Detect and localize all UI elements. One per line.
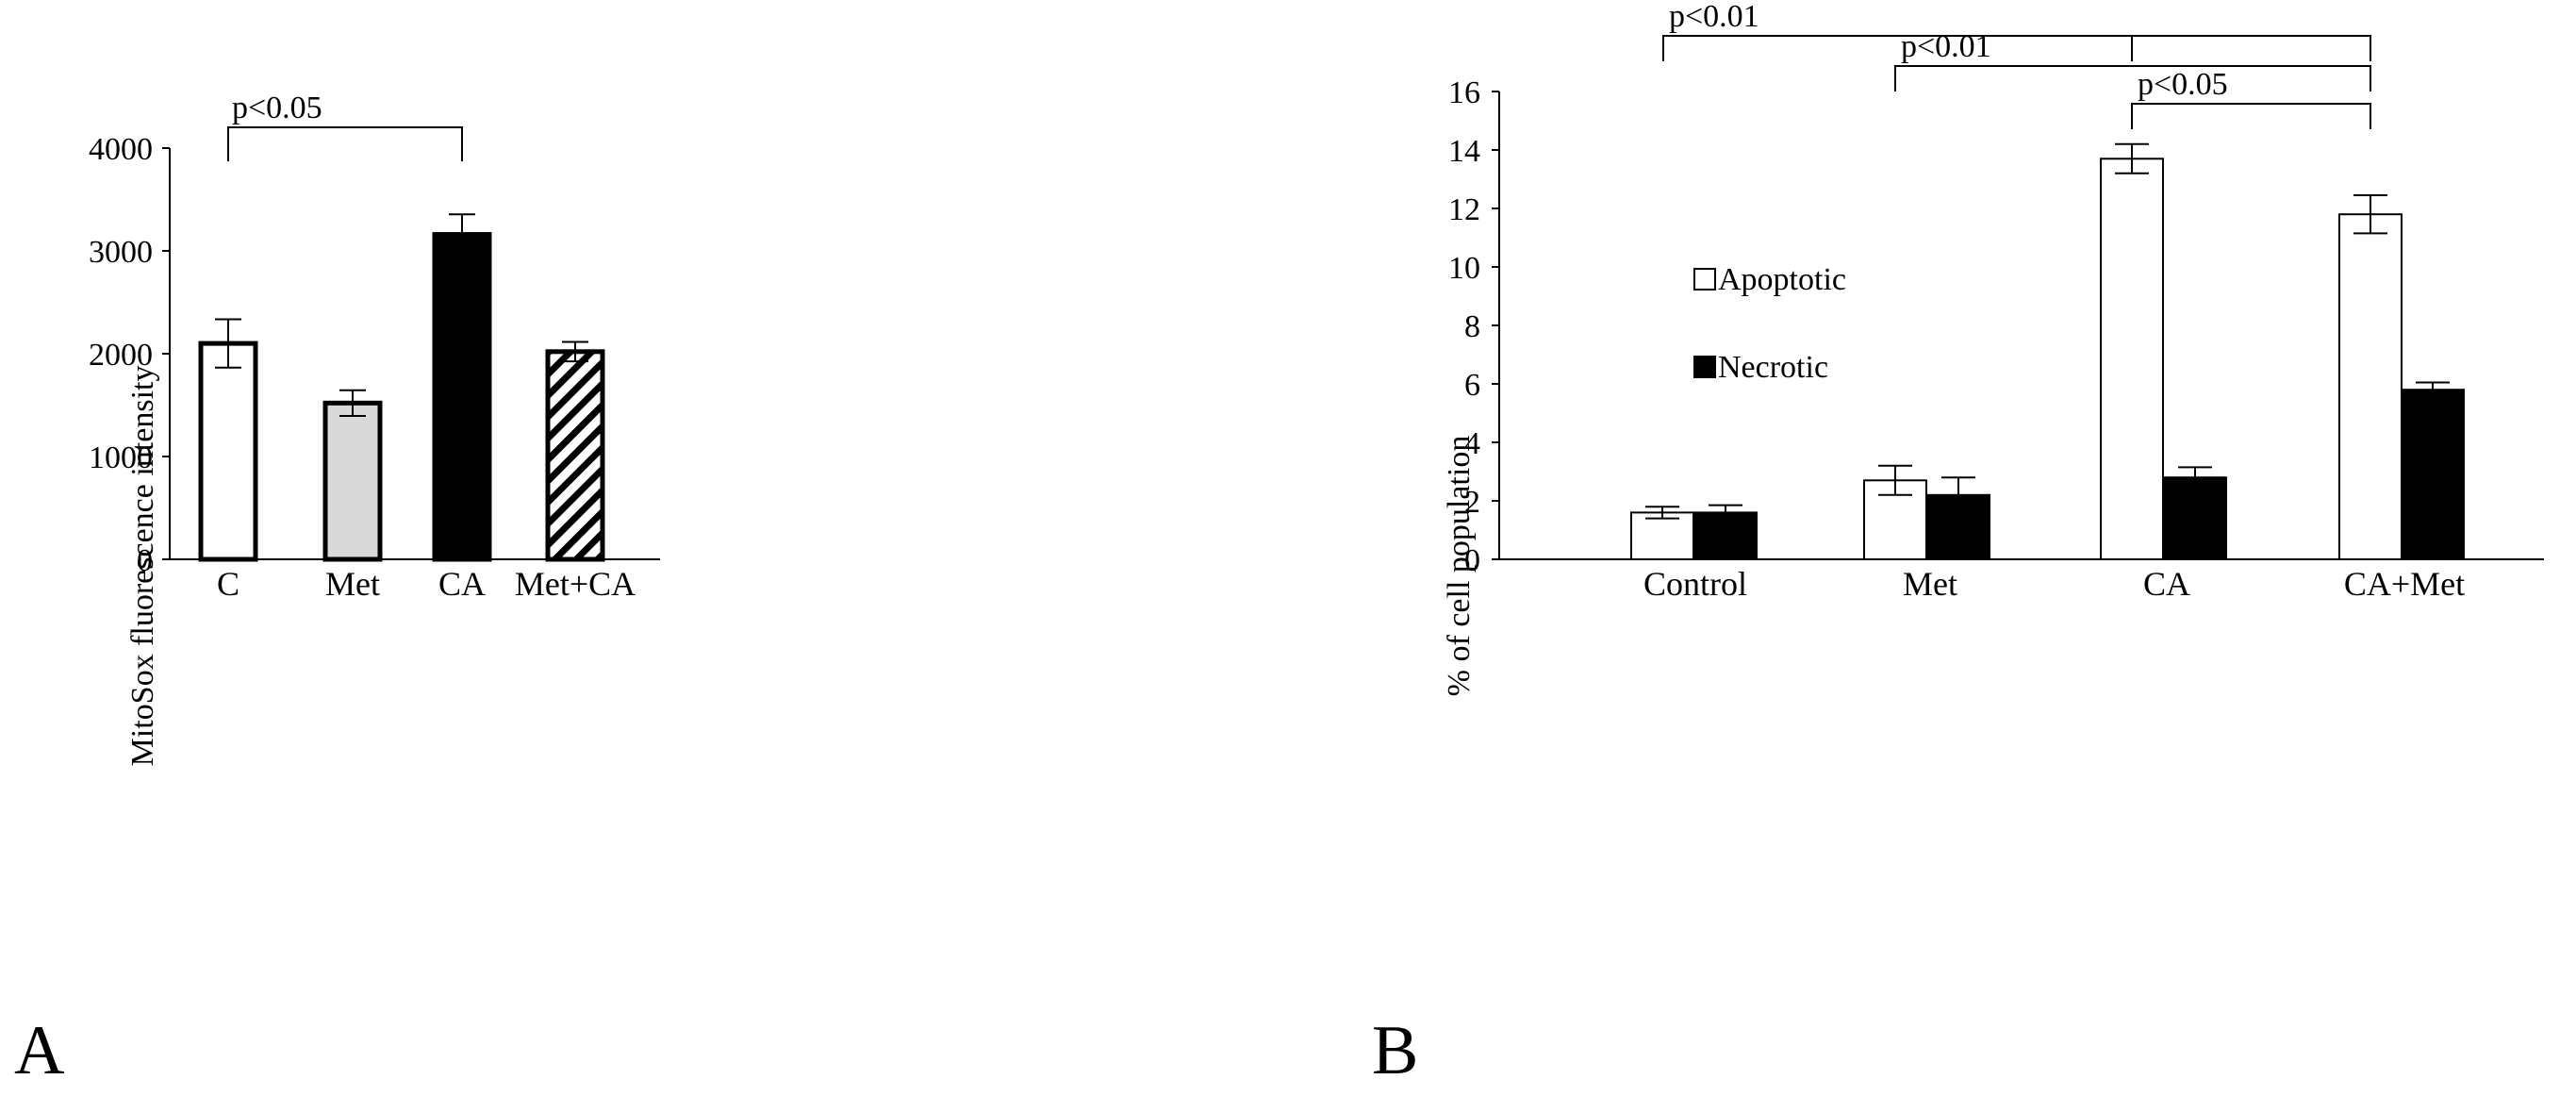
significance-bracket-b-1: [1894, 65, 2371, 91]
axes-a: 0 1000 2000 3000 4000 C Met CA Met+CA: [89, 132, 660, 603]
x-tick-label-a-ca: CA: [438, 565, 486, 603]
bar-a-ca: [432, 232, 492, 562]
panel-b: B % of cell population 0 2 4 6 8 10 12 14 16 Cont…: [1372, 0, 2544, 1089]
y-axis-label-a: MitoSox fluorescence intensity: [125, 366, 160, 767]
y-tick-label-b-3: 6: [1464, 368, 1480, 403]
bar-a-met-ca: [545, 349, 605, 562]
legend-label-apoptotic: Apoptotic: [1718, 262, 1846, 297]
y-tick-label-a-1: 1000: [89, 440, 153, 475]
y-tick-label-b-1: 2: [1464, 485, 1480, 520]
y-tick-label-b-0: 0: [1464, 543, 1480, 578]
y-tick-label-b-8: 16: [1448, 75, 1480, 110]
y-tick-label-b-2: 4: [1464, 426, 1480, 461]
significance-bracket-b-2: [2131, 103, 2371, 129]
panel-a: A MitoSox fluorescence intensity 0 1000 20…: [14, 91, 660, 1089]
y-axis-label-b: % of cell population: [1442, 436, 1477, 697]
y-tick-label-b-6: 12: [1448, 192, 1480, 227]
bar-b-apoptotic-ca: [2100, 158, 2164, 561]
significance-label-b-1: p<0.01: [1901, 29, 1991, 64]
legend-label-necrotic: Necrotic: [1718, 350, 1828, 385]
x-tick-label-b-ca: CA: [2143, 565, 2190, 603]
y-tick-label-a-2: 2000: [89, 338, 153, 373]
bar-a-c: [198, 340, 258, 562]
x-tick-label-b-ca-met: CA+Met: [2344, 565, 2465, 603]
panel-label-b: B: [1372, 1012, 1418, 1089]
bars-a: [198, 213, 605, 562]
bar-b-necrotic-ca-met: [2401, 389, 2465, 561]
bar-b-apoptotic-control: [1630, 511, 1694, 561]
bar-b-necrotic-ca: [2163, 476, 2227, 561]
legend-b: Apoptotic Necrotic: [1693, 262, 1846, 385]
significance-label-b-0: p<0.01: [1669, 0, 1759, 34]
legend-swatch-apoptotic: [1693, 268, 1716, 291]
bar-a-met: [322, 400, 383, 562]
y-tick-label-a-0: 0: [137, 543, 153, 578]
panel-label-a: A: [14, 1012, 64, 1089]
significance-bracket-a-0: [227, 126, 463, 161]
axes-b: 0 2 4 6 8 10 12 14 16 Control Met CA CA+Met: [1448, 75, 2544, 603]
y-tick-label-b-5: 10: [1448, 251, 1480, 286]
x-tick-label-a-met-ca: Met+CA: [515, 565, 636, 603]
legend-swatch-necrotic: [1693, 356, 1716, 378]
y-tick-label-a-4: 4000: [89, 132, 153, 167]
annotations-a: p<0.05: [227, 91, 463, 161]
y-tick-label-b-4: 8: [1464, 309, 1480, 344]
x-tick-label-a-c: C: [217, 565, 239, 603]
annotations-b: p<0.01 p<0.01 p<0.05: [1662, 0, 2371, 129]
x-tick-label-b-met: Met: [1903, 565, 1957, 603]
significance-label-a-0: p<0.05: [232, 91, 322, 125]
bar-b-apoptotic-ca-met: [2338, 213, 2403, 560]
y-tick-label-a-3: 3000: [89, 235, 153, 270]
significance-bracket-b-0: [1662, 35, 2371, 61]
x-tick-label-b-control: Control: [1643, 565, 1747, 603]
y-tick-label-b-7: 14: [1448, 134, 1480, 169]
x-tick-label-a-met: Met: [325, 565, 380, 603]
significance-label-b-2: p<0.05: [2138, 67, 2228, 102]
bars-b: [1630, 142, 2465, 561]
